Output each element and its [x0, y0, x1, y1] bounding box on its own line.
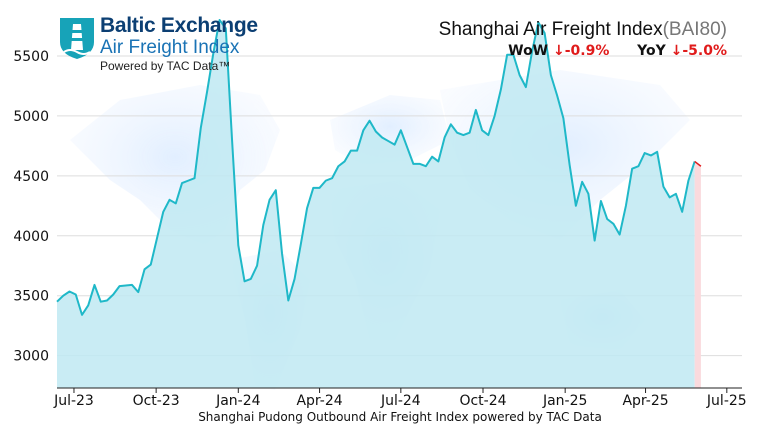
series-line [56, 19, 696, 316]
x-tick-label: Jul-23 [53, 393, 94, 409]
y-tick-label: 5500 [13, 49, 49, 65]
chart-title: Shanghai Air Freight Index(BAI80) [439, 19, 727, 41]
y-tick-label: 4000 [13, 229, 49, 245]
area-fill [57, 20, 695, 388]
chart-header: Shanghai Air Freight Index(BAI80) WoW ↓-… [439, 19, 727, 59]
yoy-value: ↓-5.0% [670, 43, 727, 59]
y-axis: 3000 3500 4000 4500 5000 5500 [13, 49, 49, 365]
x-tick-label: Jul-25 [706, 393, 747, 409]
x-tick-label: Jan-25 [542, 393, 587, 409]
x-tick-label: Jan-24 [215, 393, 261, 409]
x-tick-label: Jul-24 [380, 393, 421, 409]
x-tick-label: Apr-25 [622, 393, 668, 409]
latest-change-line [694, 160, 702, 167]
wow-value: ↓-0.9% [553, 43, 610, 59]
y-tick-label: 3000 [13, 349, 49, 365]
brand-name: Baltic Exchange [100, 14, 258, 37]
area-layer [56, 19, 702, 388]
brand-subtitle: Air Freight Index [100, 37, 240, 58]
powered-by-text: Powered by TAC Data™ [100, 59, 231, 73]
x-tick-label: Apr-24 [296, 393, 342, 409]
lighthouse-icon [60, 18, 94, 59]
x-axis-caption: Shanghai Pudong Outbound Air Freight Ind… [198, 410, 602, 424]
yoy-label: YoY [637, 43, 666, 59]
latest-change-fill [694, 161, 701, 388]
x-axis: Jul-23 Oct-23 Jan-24 Apr-24 Jul-24 Oct-24 Jan-… [53, 387, 747, 409]
x-tick-label: Oct-24 [459, 393, 506, 409]
y-tick-label: 4500 [13, 169, 49, 185]
x-tick-label: Oct-23 [133, 393, 180, 409]
y-tick-label: 3500 [13, 289, 49, 305]
wow-label: WoW [508, 43, 549, 59]
chart-title-text: Shanghai Air Freight Index [438, 19, 663, 40]
baltic-exchange-logo: Baltic Exchange Air Freight Index Powere… [58, 14, 258, 74]
change-stats: WoW ↓-0.9% YoY ↓-5.0% [439, 43, 727, 59]
index-code: (BAI80) [662, 19, 727, 40]
y-tick-label: 5000 [13, 109, 49, 125]
